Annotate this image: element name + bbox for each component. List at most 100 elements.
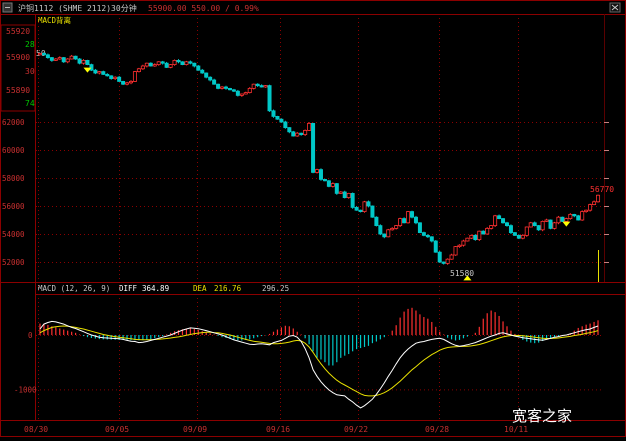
candle-body bbox=[315, 169, 320, 173]
candle-body bbox=[295, 132, 300, 137]
candle-body bbox=[596, 194, 601, 203]
candle-body bbox=[85, 60, 90, 66]
quote-box bbox=[0, 24, 36, 112]
y-tick-label: 62000 bbox=[2, 118, 25, 127]
candle-body bbox=[239, 93, 244, 96]
quote-label-4: 30 bbox=[25, 67, 35, 76]
quote-label-5: 55890 bbox=[6, 86, 30, 95]
candle-body bbox=[89, 64, 94, 71]
candle-body bbox=[160, 61, 165, 64]
candle-body bbox=[188, 61, 193, 64]
diff-value: 364.89 bbox=[142, 284, 169, 293]
candle-body bbox=[410, 211, 415, 218]
candle-body bbox=[588, 204, 593, 211]
main-panel-label: MACD背离 bbox=[38, 15, 72, 25]
x-tick-label: 09/28 bbox=[425, 425, 449, 434]
candle-body bbox=[394, 225, 399, 229]
candle-body bbox=[41, 53, 46, 56]
candle-body bbox=[406, 211, 411, 224]
quote-label-3: 55900 bbox=[6, 53, 30, 62]
window-icon[interactable] bbox=[2, 2, 13, 13]
candle-layer bbox=[37, 52, 601, 281]
x-tick-label: 09/22 bbox=[344, 425, 368, 434]
candle-body bbox=[584, 209, 589, 212]
candle-body bbox=[69, 55, 74, 60]
candle-body bbox=[235, 90, 240, 96]
candle-body bbox=[212, 79, 217, 85]
candle-body bbox=[429, 236, 434, 242]
candle-body bbox=[497, 215, 502, 220]
candle-body bbox=[255, 83, 260, 86]
candle-body bbox=[176, 60, 181, 63]
candle-body bbox=[65, 58, 70, 63]
macd-y-tick-label: -1000 bbox=[14, 385, 37, 394]
candle-body bbox=[180, 61, 185, 65]
candle-body bbox=[196, 65, 201, 71]
candle-body bbox=[73, 55, 78, 60]
candle-body bbox=[493, 215, 498, 227]
macd-histogram-layer bbox=[39, 307, 599, 366]
candle-body bbox=[366, 201, 371, 207]
candle-body bbox=[362, 201, 367, 213]
dea-line bbox=[39, 325, 599, 397]
candle-body bbox=[303, 129, 308, 135]
candle-body bbox=[109, 75, 114, 80]
candle-body bbox=[592, 201, 597, 206]
high-annotation: 56770 bbox=[590, 185, 614, 194]
candle-body bbox=[528, 222, 533, 228]
candle-body bbox=[576, 215, 581, 221]
candle-body bbox=[322, 178, 327, 182]
candle-body bbox=[307, 123, 312, 131]
close-icon[interactable] bbox=[609, 2, 621, 13]
candle-body bbox=[520, 234, 525, 239]
candle-body bbox=[461, 240, 466, 246]
candle-body bbox=[101, 71, 106, 75]
candle-body bbox=[318, 169, 323, 180]
candle-body bbox=[77, 58, 82, 64]
candle-body bbox=[453, 246, 458, 256]
grid-layer bbox=[36, 14, 609, 420]
candle-body bbox=[259, 85, 264, 88]
diff-line bbox=[39, 320, 599, 409]
macd-line-layer bbox=[39, 320, 599, 409]
quote-label-6: 74 bbox=[25, 99, 35, 108]
candle-body bbox=[291, 131, 296, 137]
candle-body bbox=[516, 234, 521, 239]
candle-body bbox=[449, 254, 454, 260]
candle-body bbox=[504, 222, 509, 227]
watermark: 宽客之家 bbox=[512, 407, 572, 425]
candle-body bbox=[121, 81, 126, 85]
candle-body bbox=[556, 216, 561, 224]
candle-body bbox=[508, 225, 513, 234]
candle-body bbox=[275, 116, 280, 120]
candle-body bbox=[192, 62, 197, 67]
candle-body bbox=[445, 258, 450, 264]
candle-body bbox=[338, 191, 343, 194]
candle-body bbox=[49, 57, 54, 61]
x-tick-label: 09/05 bbox=[105, 425, 129, 434]
candle-body bbox=[168, 64, 173, 68]
candle-body bbox=[97, 71, 102, 74]
candle-body bbox=[140, 65, 145, 70]
candle-body bbox=[374, 216, 379, 226]
candle-body bbox=[81, 60, 86, 64]
candle-body bbox=[354, 206, 359, 211]
y-tick-label: 56000 bbox=[2, 202, 25, 211]
candle-body bbox=[267, 85, 272, 112]
y-tick-label: 54000 bbox=[2, 230, 25, 239]
candle-body bbox=[358, 209, 363, 212]
macd-y-tick-label: 0 bbox=[28, 331, 33, 340]
candle-body bbox=[560, 216, 565, 222]
candle-body bbox=[540, 220, 545, 231]
candle-body bbox=[370, 205, 375, 218]
candle-body bbox=[283, 121, 288, 128]
candle-body bbox=[251, 83, 256, 89]
candle-body bbox=[334, 183, 339, 194]
candle-body bbox=[548, 219, 553, 229]
instrument-title: 沪铜1112 (SHME 2112)30分钟 bbox=[18, 3, 137, 13]
candle-body bbox=[243, 92, 248, 95]
candle-body bbox=[144, 62, 149, 67]
candle-body bbox=[287, 127, 292, 133]
candle-body bbox=[536, 225, 541, 231]
